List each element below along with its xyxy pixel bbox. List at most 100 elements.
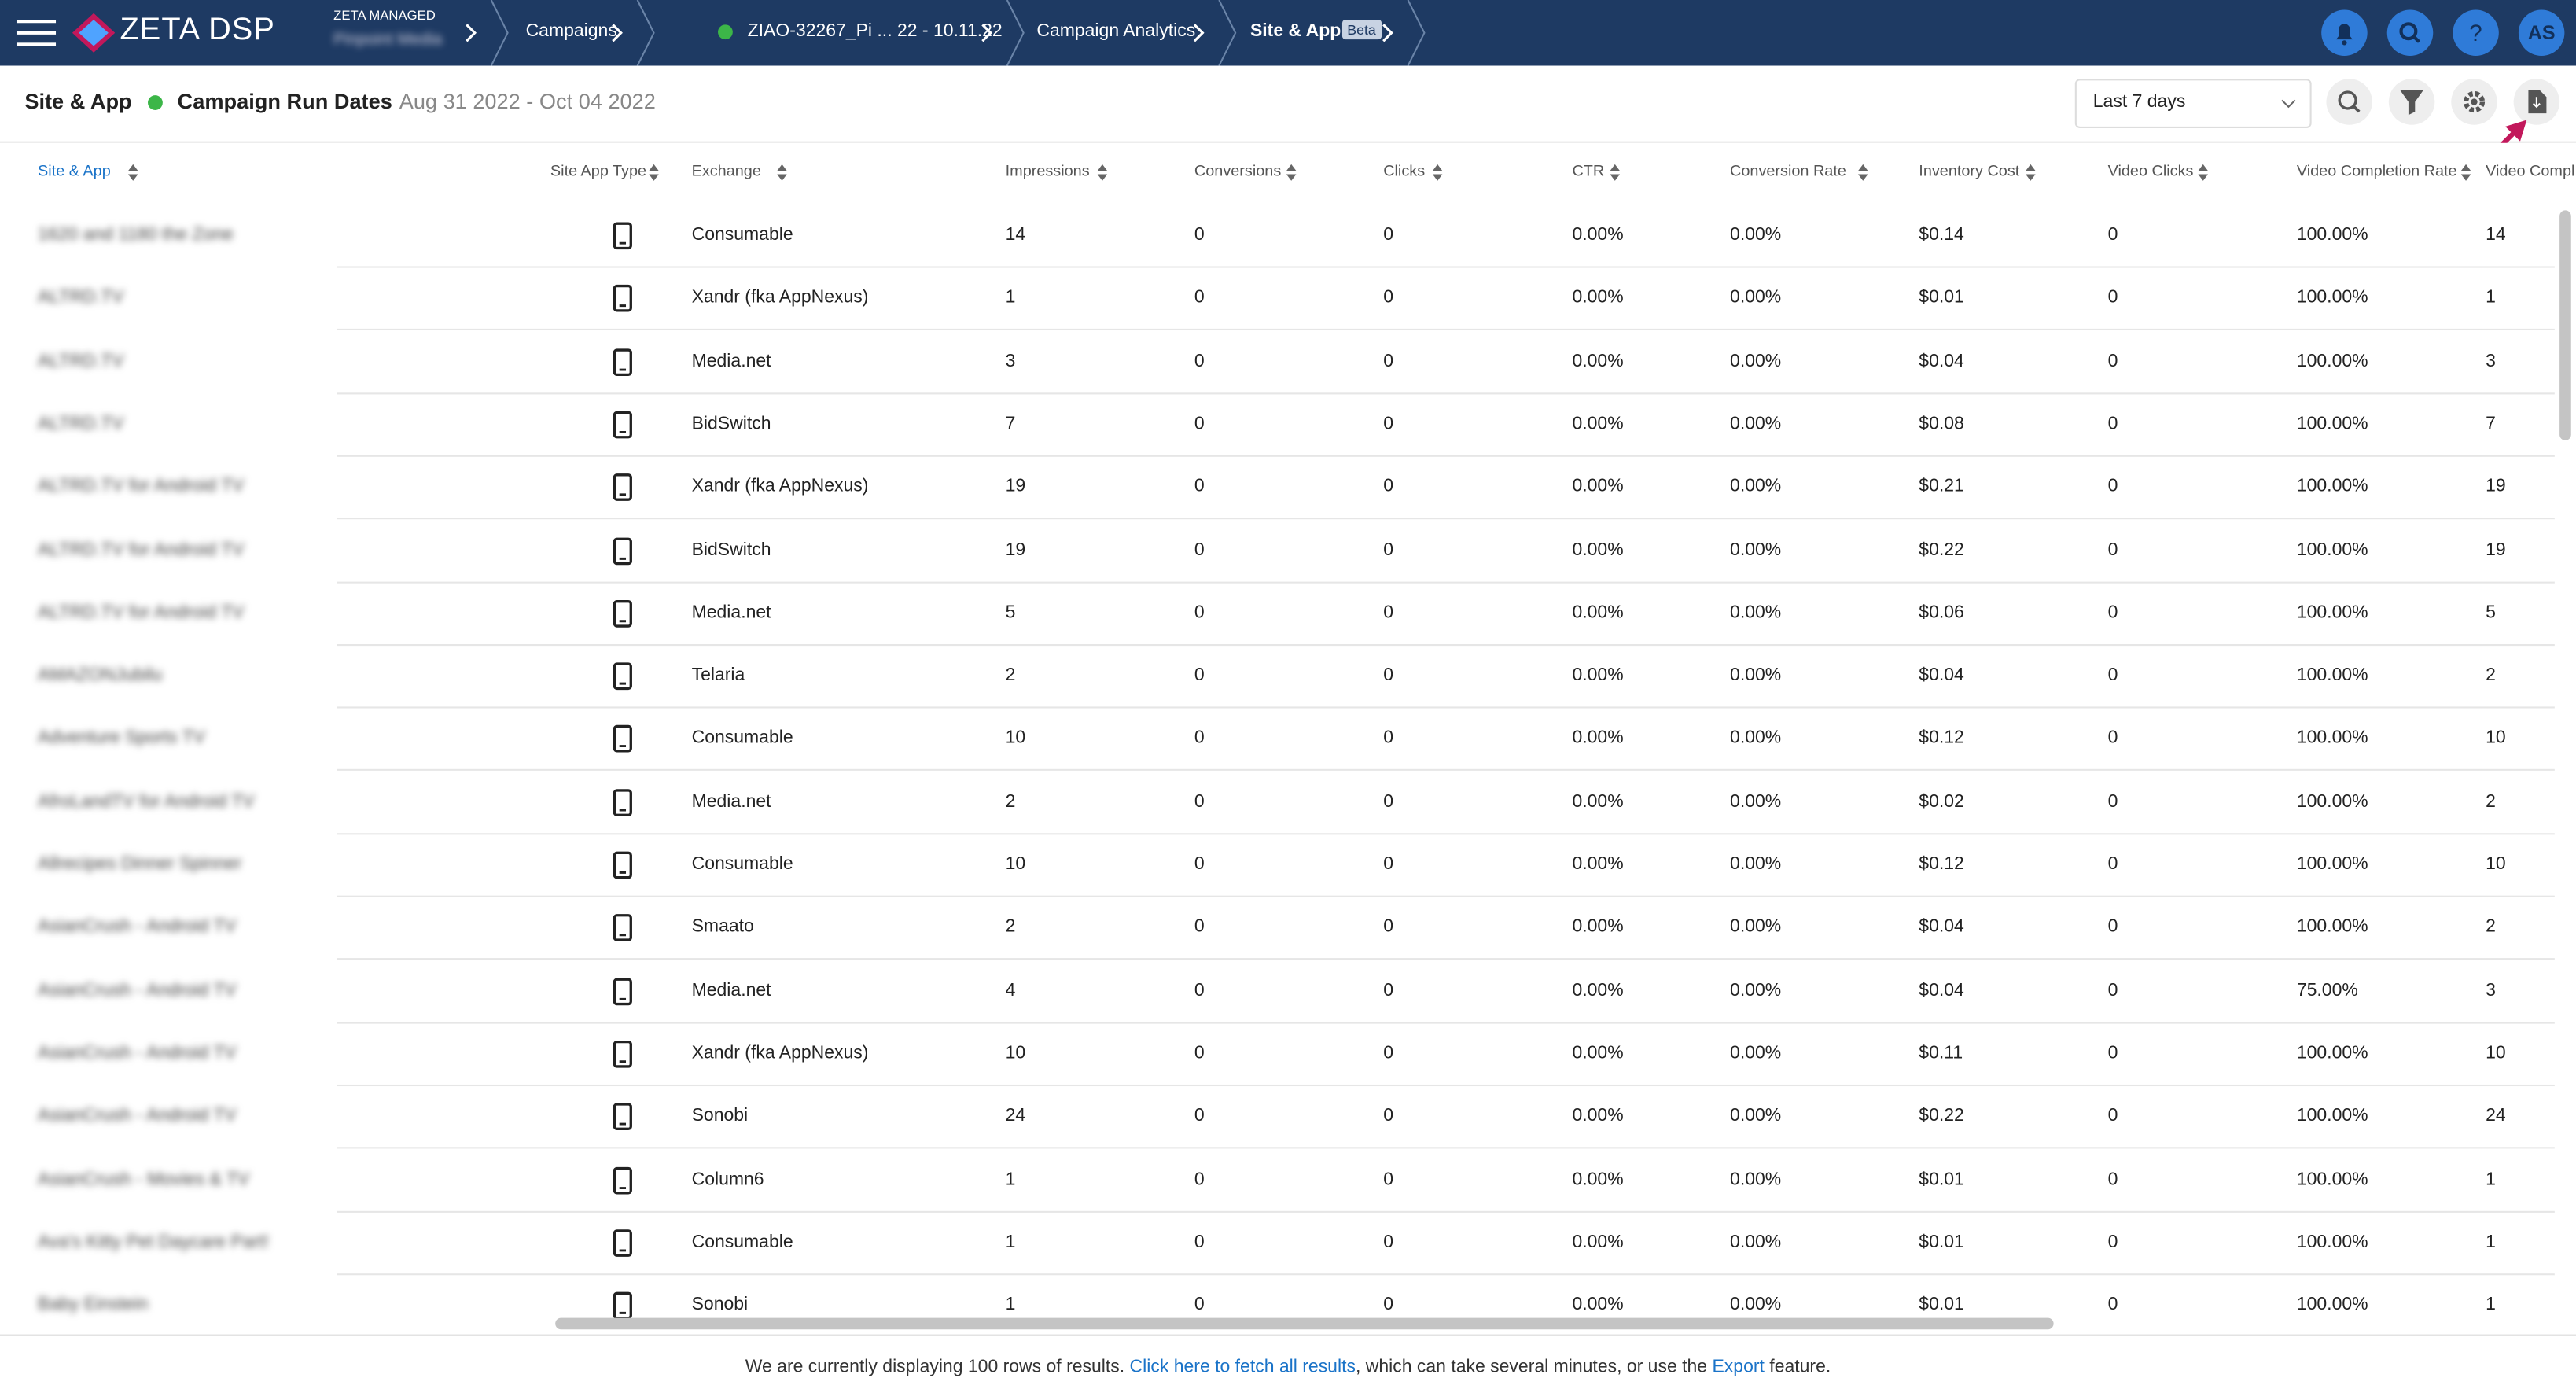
column-header[interactable]: Site App Type (550, 163, 646, 182)
table-cell: 10 (2486, 853, 2506, 875)
table-cell: 0 (2108, 1230, 2118, 1253)
sort-icon[interactable] (2461, 164, 2471, 181)
site-name: Adventure Sports TV (38, 727, 205, 750)
column-header[interactable]: Video Completion Rate (2297, 163, 2457, 182)
table-cell: 0.00% (1572, 601, 1623, 624)
crumb-label[interactable]: Site & App (1250, 21, 1341, 41)
v-scrollbar[interactable] (2559, 210, 2571, 440)
table-cell: 0 (2108, 1041, 2118, 1064)
table-cell: 7 (1006, 412, 1016, 435)
table-cell: 0.00% (1572, 790, 1623, 812)
column-header[interactable]: Clicks (1383, 163, 1425, 182)
sort-icon[interactable] (2198, 164, 2208, 181)
sort-icon[interactable] (649, 164, 659, 181)
table-cell: 0.00% (1730, 1230, 1781, 1253)
crumb-separator (1216, 0, 1238, 66)
sort-icon[interactable] (1286, 164, 1297, 181)
table-cell: 0.00% (1572, 1230, 1623, 1253)
range-dropdown[interactable]: Last 7 days (2075, 79, 2312, 128)
sort-icon[interactable] (1858, 164, 1868, 181)
table-cell: 100.00% (2297, 223, 2368, 246)
mobile-icon (613, 348, 632, 376)
site-name: AsianCrush - Android TV (38, 978, 237, 1001)
mobile-icon (613, 285, 632, 313)
table-cell: 0.00% (1730, 349, 1781, 372)
table-cell: 24 (1006, 1104, 1026, 1127)
table-cell: $0.06 (1919, 601, 1964, 624)
column-header[interactable]: Conversions (1194, 163, 1281, 182)
table-cell: 100.00% (2297, 286, 2368, 309)
table-cell: 0.00% (1730, 601, 1781, 624)
column-header[interactable]: Impressions (1006, 163, 1090, 182)
table-cell: 100.00% (2297, 1167, 2368, 1190)
table-cell: Media.net (692, 790, 771, 812)
table-cell: 0 (1194, 727, 1205, 750)
logo[interactable]: ZETA DSP (120, 13, 275, 50)
table-cell: 0.00% (1730, 1167, 1781, 1190)
crumb-label[interactable]: Campaigns (526, 21, 617, 41)
table-cell: 100.00% (2297, 916, 2368, 938)
table-cell: 0.00% (1572, 1167, 1623, 1190)
table-cell: 0 (1194, 1230, 1205, 1253)
table-cell: 0 (1194, 1167, 1205, 1190)
table-cell: 7 (2486, 412, 2496, 435)
column-header[interactable]: Video Clicks (2108, 163, 2194, 182)
mobile-icon (613, 851, 632, 879)
table-cell: 0.00% (1730, 223, 1781, 246)
column-header[interactable]: Conversion Rate (1730, 163, 1846, 182)
run-dates: Aug 31 2022 - Oct 04 2022 (399, 89, 656, 113)
table-cell: 0.00% (1572, 1293, 1623, 1316)
crumb-separator (1404, 0, 1427, 66)
crumb-badge: Beta (1342, 20, 1381, 39)
table-cell: 0 (2108, 790, 2118, 812)
fetch-all-link[interactable]: Click here to fetch all results (1130, 1358, 1356, 1377)
search-button[interactable] (2387, 10, 2434, 57)
table-cell: 0 (1194, 538, 1205, 561)
table-cell: $0.12 (1919, 727, 1964, 750)
table-cell: 0.00% (1572, 978, 1623, 1001)
sort-icon[interactable] (1098, 164, 1108, 181)
column-header[interactable]: Inventory Cost (1919, 163, 2019, 182)
sort-icon[interactable] (1433, 164, 1443, 181)
table-cell: BidSwitch (692, 412, 771, 435)
sort-icon[interactable] (2026, 164, 2036, 181)
svg-text:?: ? (2469, 21, 2482, 46)
mobile-icon (613, 1291, 632, 1320)
export-link[interactable]: Export (1712, 1358, 1764, 1377)
avatar[interactable]: AS (2519, 10, 2565, 57)
table-cell: 0.00% (1572, 223, 1623, 246)
site-name: ALTRD.TV (38, 412, 123, 435)
column-header[interactable]: CTR (1572, 163, 1604, 182)
crumb-label[interactable]: ZIAO-32267_Pi ... 22 - 10.11.22 (748, 21, 1003, 41)
help-button[interactable]: ? (2453, 10, 2499, 57)
crumb-label[interactable]: Pinpoint Media (333, 31, 442, 50)
menu-icon[interactable] (17, 17, 59, 50)
notifications-button[interactable] (2321, 10, 2368, 57)
table-cell: 0.00% (1572, 916, 1623, 938)
page-title: Site & App (24, 89, 131, 113)
footer-text: feature. (1769, 1358, 1831, 1377)
crumb-account: ZETA MANAGED (333, 8, 436, 23)
table-cell: 10 (1006, 1041, 1026, 1064)
table-cell: 0.00% (1572, 286, 1623, 309)
column-header[interactable]: Site & App (38, 163, 111, 182)
table-cell: $0.04 (1919, 349, 1964, 372)
column-header[interactable]: Video Compl (2486, 163, 2574, 182)
table-cell: $0.01 (1919, 286, 1964, 309)
table-cell: 10 (1006, 853, 1026, 875)
crumb-chevron (465, 23, 478, 42)
column-header[interactable]: Exchange (692, 163, 761, 182)
table-cell: 0.00% (1730, 853, 1781, 875)
h-scrollbar[interactable] (555, 1318, 2053, 1330)
sort-icon[interactable] (128, 164, 138, 181)
row-divider (337, 392, 2555, 393)
table-cell: 3 (2486, 349, 2496, 372)
table-cell: 0 (2108, 1167, 2118, 1190)
table-cell: 0 (1194, 978, 1205, 1001)
row-divider (337, 1085, 2555, 1086)
mobile-icon (613, 788, 632, 816)
crumb-label[interactable]: Campaign Analytics (1036, 21, 1195, 41)
sort-icon[interactable] (1610, 164, 1621, 181)
table-cell: 0 (1194, 223, 1205, 246)
sort-icon[interactable] (777, 164, 787, 181)
